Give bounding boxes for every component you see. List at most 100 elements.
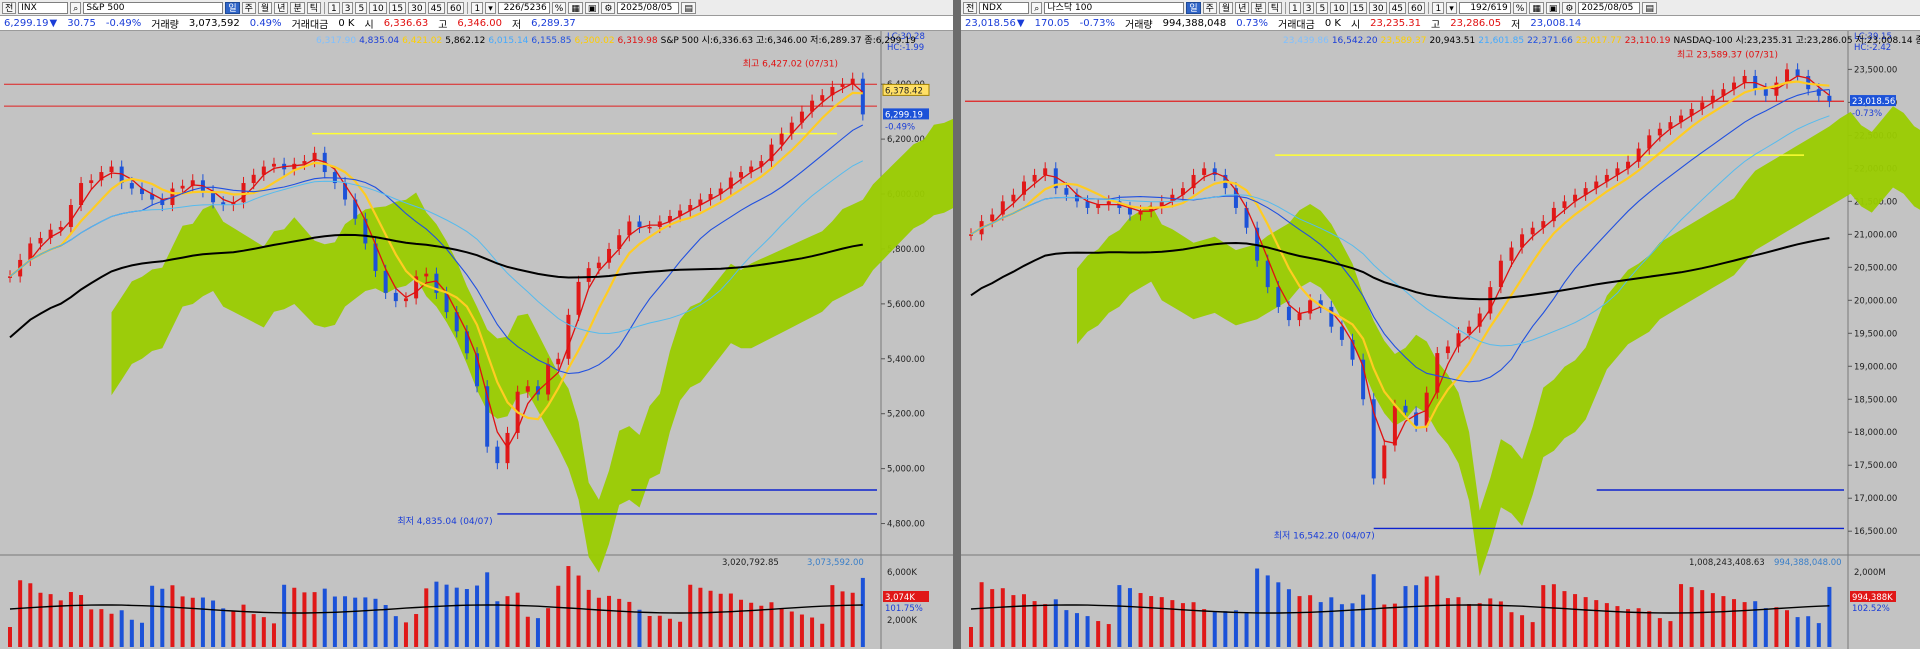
candle (424, 273, 429, 277)
search-icon[interactable]: ⌕ (1031, 1, 1043, 14)
price-chart[interactable]: 6,400.006,200.006,000.005,800.005,600.00… (0, 31, 953, 649)
tick-count-button[interactable]: 1 (471, 1, 484, 14)
candle (1286, 306, 1291, 321)
name-field[interactable]: S&P 500 (83, 1, 224, 14)
minute-button[interactable]: 45 (1388, 1, 1407, 14)
calendar-icon[interactable]: ▤ (1642, 1, 1657, 14)
candle (1668, 122, 1673, 129)
volume-bar (1551, 584, 1556, 647)
candle (647, 226, 652, 229)
candle (779, 133, 784, 145)
period-button[interactable]: 주 (1202, 1, 1217, 14)
period-button[interactable]: 년 (274, 1, 289, 14)
minute-button[interactable]: 15 (388, 1, 407, 14)
chevron-down-icon[interactable]: ▾ (1446, 1, 1457, 14)
grid-icon[interactable]: ▦ (568, 1, 583, 14)
volume-bar (1138, 593, 1143, 647)
candle (799, 111, 804, 123)
minute-button[interactable]: 1 (328, 1, 340, 14)
panel-divider[interactable] (953, 0, 961, 649)
price-box-text: 6,299.19 (885, 110, 923, 120)
volume-bar (1053, 599, 1058, 647)
volume-bar (1244, 613, 1249, 647)
candle (8, 276, 12, 278)
price-chart[interactable]: 23,500.0023,000.0022,500.0022,000.0021,5… (961, 31, 1920, 649)
minute-button[interactable]: 45 (427, 1, 446, 14)
bar-total: 5236 (523, 2, 547, 13)
zoom-icon[interactable]: % (551, 1, 567, 14)
candle (1509, 247, 1514, 261)
period-day-button[interactable]: 일 (1186, 1, 1201, 14)
minute-button[interactable]: 3 (1302, 1, 1315, 14)
candle (749, 166, 754, 173)
minute-button[interactable]: 15 (1349, 1, 1368, 14)
minute-button[interactable]: 10 (369, 1, 387, 14)
period-button[interactable]: 틱 (1267, 1, 1283, 14)
bar-count-field[interactable]: 192/619 (1458, 1, 1511, 14)
volume-box (1850, 591, 1896, 602)
minute-button[interactable]: 10 (1330, 1, 1348, 14)
period-button[interactable]: 주 (241, 1, 256, 14)
save-icon[interactable]: ▣ (584, 1, 600, 14)
candle (840, 84, 845, 87)
minute-button[interactable]: 30 (408, 1, 426, 14)
period-day-button[interactable]: 일 (225, 1, 240, 14)
minute-button[interactable]: 3 (341, 1, 354, 14)
volume-bar (840, 591, 845, 647)
volume-bar (1233, 610, 1238, 647)
candle (1721, 89, 1726, 96)
minute-button[interactable]: 5 (1316, 1, 1329, 14)
y-tick-label: 23,500.00 (1854, 65, 1897, 75)
name-field[interactable]: 나스닥 100 (1044, 1, 1185, 14)
period-button[interactable]: 분 (290, 1, 305, 14)
y-tick-label: 5,400.00 (887, 355, 925, 365)
y-tick-label: 17,000.00 (1854, 494, 1897, 504)
candle (759, 161, 764, 167)
volume-bar (1467, 604, 1472, 647)
volume-bar (556, 585, 561, 647)
market-select[interactable]: 전 (963, 1, 978, 14)
save-icon[interactable]: ▣ (1545, 1, 1561, 14)
candle (1000, 201, 1005, 215)
date-field[interactable]: 2025/08/05 (1578, 1, 1641, 14)
candle (1551, 207, 1556, 222)
market-select[interactable]: 전 (2, 1, 17, 14)
date-field[interactable]: 2025/08/05 (617, 1, 680, 14)
zoom-icon[interactable]: % (1512, 1, 1528, 14)
bar-count-field[interactable]: 226/5236 (497, 1, 550, 14)
gear-icon[interactable]: ⚙ (601, 1, 616, 14)
grid-icon[interactable]: ▦ (1529, 1, 1544, 14)
volume-bar (18, 580, 23, 647)
gear-icon[interactable]: ⚙ (1562, 1, 1577, 14)
period-button[interactable]: 분 (1251, 1, 1266, 14)
chevron-down-icon[interactable]: ▾ (485, 1, 496, 14)
volume-axis-label: 2,000K (887, 616, 917, 626)
minute-button[interactable]: 60 (1408, 1, 1426, 14)
candle (830, 86, 835, 96)
volume-bar (1074, 613, 1079, 647)
minute-button[interactable]: 5 (355, 1, 368, 14)
minute-button[interactable]: 1 (1289, 1, 1301, 14)
period-button[interactable]: 월 (1218, 1, 1234, 14)
candle (1032, 174, 1037, 182)
period-button[interactable]: 월 (257, 1, 273, 14)
y-tick-label: 5,600.00 (887, 300, 925, 310)
ma-value: 4,835.04 (359, 36, 400, 46)
calendar-icon[interactable]: ▤ (681, 1, 696, 14)
period-button[interactable]: 년 (1235, 1, 1250, 14)
volume-bar (38, 592, 43, 647)
candle (1795, 69, 1800, 76)
minute-button[interactable]: 60 (447, 1, 465, 14)
ma-value: 5,862.12 (445, 36, 486, 46)
tick-count-button[interactable]: 1 (1432, 1, 1445, 14)
period-button[interactable]: 틱 (306, 1, 322, 14)
minute-button[interactable]: 30 (1369, 1, 1387, 14)
search-icon[interactable]: ⌕ (70, 1, 82, 14)
volume-bar (688, 584, 693, 647)
ma-value: 23,589.37 (1380, 36, 1427, 46)
volume-bar (109, 613, 114, 647)
code-input[interactable]: INX (18, 1, 69, 14)
volume-ma-line (970, 604, 1830, 614)
code-input[interactable]: NDX (979, 1, 1030, 14)
volume-bar (990, 589, 995, 647)
